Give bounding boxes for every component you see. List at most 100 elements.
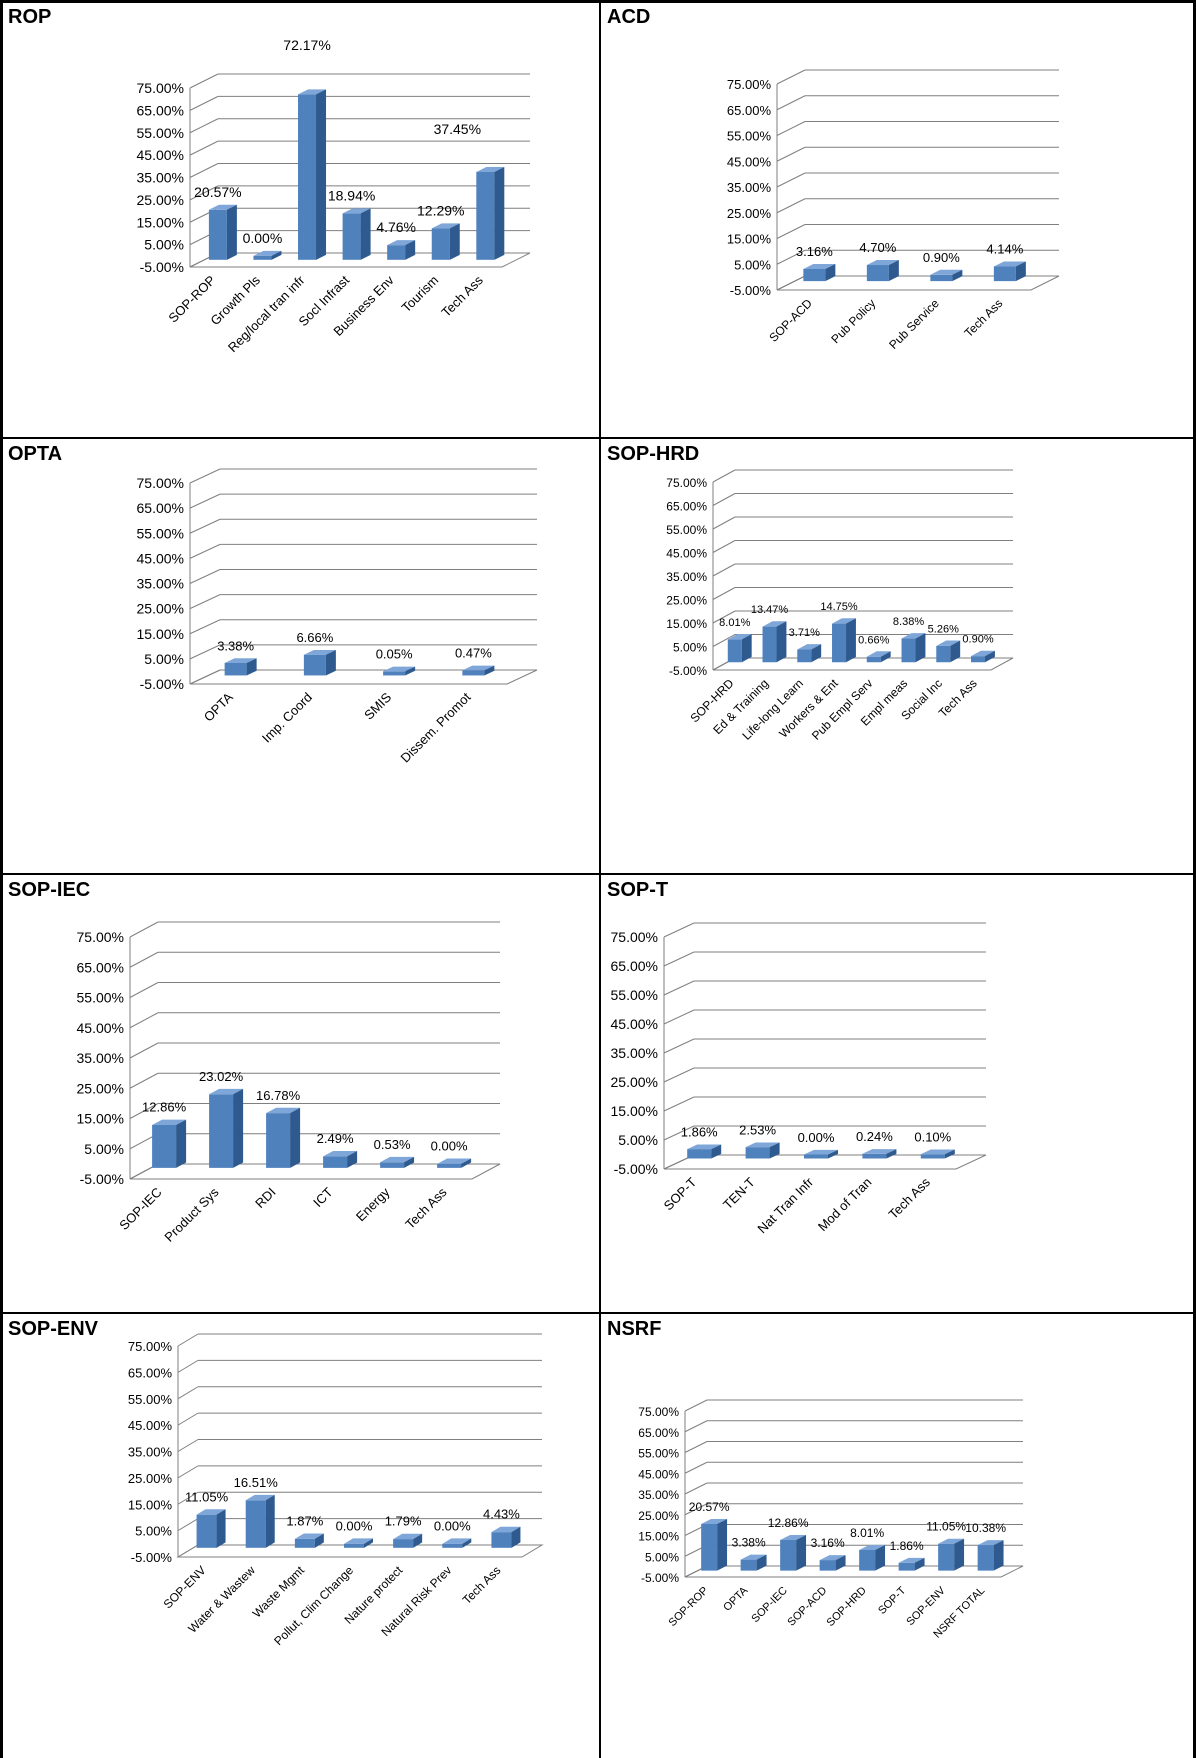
x-tick-label: OPTA: [721, 1584, 751, 1614]
bar-side: [828, 1149, 838, 1159]
bar-front: [832, 623, 847, 663]
bar: [938, 1538, 965, 1571]
bar-top: [208, 204, 237, 210]
bar-side: [364, 1538, 373, 1548]
y-tick-label: -5.00%: [641, 1571, 679, 1585]
y-tick-label: -5.00%: [730, 283, 772, 298]
data-label: 1.79%: [385, 1514, 422, 1529]
bar-side: [880, 651, 891, 663]
gridline-diagonal: [189, 493, 221, 509]
bar: [819, 1555, 846, 1571]
bar: [476, 167, 505, 260]
gridline-diagonal: [712, 563, 736, 577]
chart-cell-opta: OPTA 75.00% 65.00% 55.00% 45.00% 35.00% 25.00…: [2, 439, 603, 877]
gridline-diagonal: [177, 1359, 199, 1373]
bar-side: [404, 1156, 415, 1168]
chart-title: OPTA: [8, 443, 63, 465]
bar-side: [511, 1526, 521, 1548]
bar-side: [835, 1555, 846, 1571]
bar-front: [740, 1559, 757, 1571]
bar: [393, 1533, 423, 1548]
y-tick-label: 15.00%: [77, 1111, 124, 1127]
data-label: 6.66%: [296, 630, 333, 645]
gridline-diagonal: [189, 644, 221, 660]
data-label: 0.05%: [376, 647, 413, 662]
y-tick-label: 65.00%: [611, 958, 658, 974]
bar: [971, 650, 995, 663]
bar-side: [886, 1149, 897, 1159]
bar-side: [325, 650, 336, 676]
y-tick-label: 5.00%: [144, 237, 184, 253]
y-tick-label: 75.00%: [137, 475, 184, 491]
x-tick-label: Tech Ass: [402, 1184, 450, 1232]
bar-side: [741, 634, 752, 663]
bar: [224, 658, 257, 676]
x-tick-label: Pub Service: [886, 296, 942, 352]
bar-front: [344, 1543, 364, 1548]
bar-top: [780, 1534, 807, 1540]
data-label: 72.17%: [283, 37, 330, 53]
chart-title: SOP-ENV: [8, 1318, 99, 1340]
data-label: 3.71%: [789, 627, 820, 639]
bar: [832, 618, 856, 663]
bar: [387, 240, 416, 260]
gridline-diagonal: [663, 980, 695, 996]
y-tick-label: 25.00%: [666, 594, 707, 608]
grid-border-middle: [599, 0, 601, 1758]
bar-front: [387, 245, 406, 260]
y-tick-label: 55.00%: [638, 1447, 679, 1461]
grid-border-right: [1193, 0, 1196, 1758]
bar-front: [920, 1154, 945, 1159]
y-tick-label: 65.00%: [638, 1426, 679, 1440]
data-label: 8.01%: [850, 1526, 884, 1540]
bar: [245, 1494, 275, 1548]
bar: [687, 1144, 722, 1159]
bar: [740, 1554, 767, 1571]
bar-front: [727, 639, 742, 663]
bar: [930, 269, 963, 282]
chart-sop-env: 75.00% 65.00% 55.00% 45.00% 35.00% 25.00% 15.0…: [128, 1333, 544, 1648]
bar: [993, 261, 1026, 282]
bar: [462, 665, 495, 676]
bar: [745, 1142, 780, 1159]
bar-front: [298, 94, 317, 260]
bar-top: [442, 1538, 472, 1544]
bar: [208, 204, 237, 260]
data-label: 4.43%: [483, 1507, 520, 1522]
bar-top: [491, 1526, 521, 1533]
bar-front: [819, 1560, 836, 1571]
bar-front: [342, 213, 361, 260]
bar: [804, 1149, 838, 1159]
bar-side: [233, 1088, 244, 1168]
bar: [209, 1088, 244, 1168]
bar-top: [393, 1533, 423, 1540]
data-label: 0.00%: [798, 1130, 835, 1145]
y-tick-label: 65.00%: [137, 500, 184, 516]
bar-side: [246, 658, 257, 676]
y-tick-label: 45.00%: [137, 550, 184, 566]
data-label: 8.38%: [893, 616, 924, 628]
y-tick-label: 65.00%: [666, 500, 707, 514]
bar-top: [687, 1144, 722, 1150]
bar-side: [449, 223, 460, 260]
data-label: 0.00%: [336, 1518, 373, 1533]
gridline-diagonal: [663, 1067, 695, 1083]
y-tick-label: 55.00%: [611, 987, 658, 1003]
y-tick-label: 55.00%: [128, 1392, 173, 1407]
grid-border-left: [0, 0, 3, 1758]
y-tick-label: 15.00%: [128, 1497, 173, 1512]
y-tick-label: 25.00%: [611, 1074, 658, 1090]
x-tick-label: SOP-IEC: [116, 1185, 164, 1233]
gridline-diagonal: [189, 569, 221, 584]
y-tick-label: 35.00%: [727, 180, 772, 195]
bar-top: [245, 1494, 275, 1501]
y-tick-label: 75.00%: [727, 77, 772, 92]
bar: [780, 1534, 807, 1571]
y-tick-label: 15.00%: [137, 626, 184, 642]
bar-side: [711, 1144, 722, 1159]
data-label: 11.05%: [185, 1489, 229, 1504]
bar-front: [462, 670, 485, 676]
data-label: 0.00%: [243, 230, 283, 246]
bar-side: [717, 1518, 728, 1571]
bar: [803, 263, 836, 282]
